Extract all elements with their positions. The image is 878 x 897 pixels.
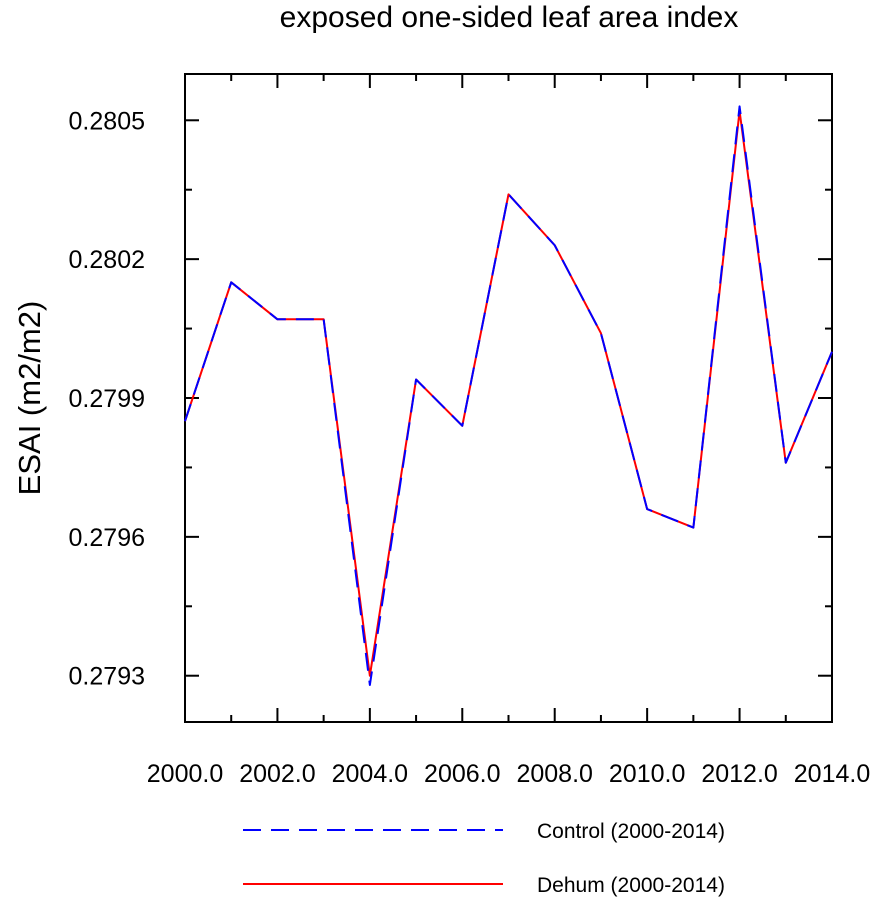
x-tick-label: 2008.0 bbox=[516, 760, 592, 788]
y-tick-label: 0.2805 bbox=[69, 107, 145, 135]
x-tick-label: 2006.0 bbox=[424, 760, 500, 788]
x-tick-label: 2004.0 bbox=[332, 760, 408, 788]
legend-label: Control (2000-2014) bbox=[537, 820, 725, 843]
y-tick-label: 0.2799 bbox=[69, 385, 145, 413]
legend: Control (2000-2014) Dehum (2000-2014) bbox=[243, 820, 725, 897]
x-tick-label: 2000.0 bbox=[147, 760, 223, 788]
control-series-line bbox=[184, 105, 833, 686]
y-tick-label: 0.2793 bbox=[69, 663, 145, 691]
axis-ticks: 2000.0 2002.0 2004.0 2006.0 2008.0 2010.0 2012… bbox=[69, 74, 870, 788]
x-tick-label: 2014.0 bbox=[794, 760, 870, 788]
series-lines bbox=[184, 105, 833, 686]
y-axis-label: ESAI (m2/m2) bbox=[12, 301, 47, 496]
x-tick-label: 2002.0 bbox=[239, 760, 315, 788]
y-tick-label: 0.2796 bbox=[69, 524, 145, 552]
y-tick-label: 0.2802 bbox=[69, 246, 145, 274]
chart-title: exposed one-sided leaf area index bbox=[280, 1, 739, 34]
plot-frame bbox=[184, 73, 833, 723]
x-tick-label: 2012.0 bbox=[701, 760, 777, 788]
dehum-series-line bbox=[184, 110, 833, 677]
legend-label: Dehum (2000-2014) bbox=[537, 874, 725, 897]
x-tick-label: 2010.0 bbox=[609, 760, 685, 788]
